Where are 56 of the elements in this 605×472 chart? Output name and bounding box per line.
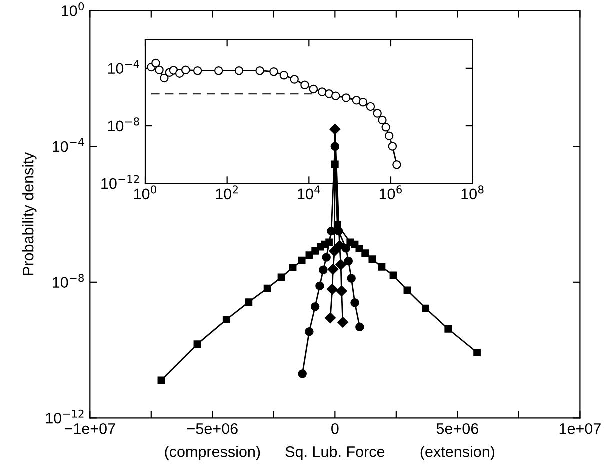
point (356, 245, 364, 252)
point (298, 370, 307, 378)
y-tick-label: 10$^{0}$ (62, 2, 84, 16)
point (289, 264, 297, 272)
point (158, 376, 166, 384)
point (334, 240, 346, 252)
point (312, 248, 320, 255)
point (316, 282, 324, 290)
point (368, 256, 376, 263)
point (330, 124, 341, 135)
y-axis-title: Probability density (22, 152, 37, 276)
point (347, 274, 356, 283)
text: (compression) (165, 446, 260, 460)
text: (extension) (420, 446, 495, 460)
point (390, 272, 398, 280)
point (327, 284, 338, 295)
y-tick-label: 10$^{−8}$ (52, 274, 84, 288)
x-tick-label: 1e+07 (560, 423, 601, 434)
point (344, 256, 354, 266)
point (444, 325, 452, 333)
x-axis-title: Sq. Lub. Force (286, 446, 385, 460)
point (362, 250, 369, 257)
point (474, 349, 481, 356)
point (329, 246, 340, 257)
point (264, 284, 272, 292)
point (319, 266, 328, 275)
x-tick-label: 10$^{6}$ (380, 186, 402, 200)
y-tick-label: 10$^{−4}$ (108, 60, 140, 74)
x-tick-label: 0 (332, 423, 339, 434)
point (322, 253, 331, 262)
point (194, 340, 202, 348)
point (278, 274, 286, 282)
point (245, 298, 253, 306)
x-tick-label: −5e+06 (187, 423, 238, 434)
point (404, 286, 412, 294)
y-tick-label: 10$^{−4}$ (52, 138, 84, 152)
y-tick-label: 10$^{−12}$ (46, 410, 84, 424)
point (338, 317, 348, 328)
point (305, 327, 314, 336)
point (298, 256, 306, 264)
point (328, 264, 339, 275)
point (350, 298, 360, 308)
point (378, 264, 386, 271)
point (336, 259, 347, 270)
x-tick-label: 10$^{2}$ (216, 186, 238, 200)
x-tick-label: −1e+07 (64, 423, 116, 434)
point (325, 312, 336, 324)
x-tick-label: 5e+06 (436, 423, 478, 434)
point (422, 304, 430, 312)
x-tick-label: 10$^{8}$ (462, 186, 484, 200)
point (310, 302, 320, 312)
x-tick-label: 10$^{4}$ (298, 186, 320, 200)
point (336, 286, 348, 297)
point (222, 316, 230, 324)
point (356, 322, 364, 332)
y-tick-label: 10$^{−8}$ (108, 118, 140, 132)
